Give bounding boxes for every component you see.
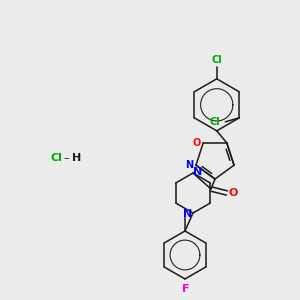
Text: N: N	[183, 209, 193, 219]
Text: N: N	[185, 160, 193, 170]
Text: N: N	[194, 167, 202, 177]
Text: Cl: Cl	[212, 55, 222, 65]
Text: O: O	[228, 188, 238, 198]
Text: Cl: Cl	[50, 153, 62, 163]
Text: F: F	[182, 284, 190, 294]
Text: O: O	[192, 138, 200, 148]
Text: Cl: Cl	[210, 117, 220, 127]
Text: H: H	[72, 153, 81, 163]
Text: –: –	[63, 153, 69, 163]
